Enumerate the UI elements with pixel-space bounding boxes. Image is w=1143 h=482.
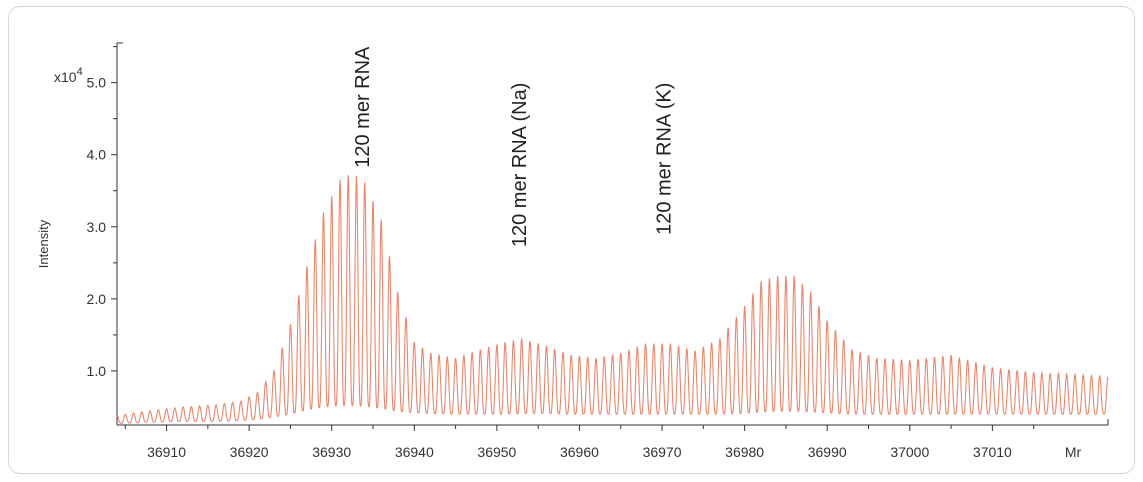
axes (116, 42, 1109, 426)
x-tick-label-1: 36920 (230, 444, 269, 460)
x-tick-label-4: 36950 (477, 444, 516, 460)
y-multiplier-exponent: 4 (77, 66, 83, 78)
x-axis-label: Mr (1065, 444, 1082, 460)
x-ticks: 36910 36920 36930 36940 36950 36960 36970 36980… (124, 425, 1035, 460)
y-tick-label-3: 4.0 (87, 147, 107, 163)
x-tick-label-5: 36960 (560, 444, 599, 460)
annotation-1: 120 mer RNA (Na) (509, 83, 531, 248)
y-multiplier-label: x104 (54, 66, 83, 85)
annotation-0: 120 mer RNA (352, 46, 374, 168)
x-tick-label-0: 36910 (147, 444, 186, 460)
x-tick-label-3: 36940 (395, 444, 434, 460)
y-ticks: 1.0 2.0 3.0 4.0 5.0 (87, 46, 117, 379)
x-tick-label-8: 36990 (808, 444, 847, 460)
y-tick-label-2: 3.0 (87, 219, 107, 235)
x-tick-label-9: 37000 (890, 444, 929, 460)
peak-annotations: 120 mer RNA 120 mer RNA (Na) 120 mer RNA (… (352, 46, 675, 247)
x-tick-label-10: 37010 (973, 444, 1012, 460)
y-tick-label-4: 5.0 (87, 75, 107, 91)
x-tick-label-6: 36970 (643, 444, 682, 460)
annotation-2: 120 mer RNA (K) (653, 83, 675, 235)
y-axis-label: Intensity (36, 219, 51, 268)
chart-frame (8, 6, 1135, 474)
x-tick-label-7: 36980 (725, 444, 764, 460)
y-tick-label-1: 2.0 (87, 291, 107, 307)
y-multiplier-base: x10 (54, 69, 77, 85)
y-tick-label-0: 1.0 (87, 363, 107, 379)
spectrum-line (116, 175, 1109, 424)
x-tick-label-2: 36930 (312, 444, 351, 460)
